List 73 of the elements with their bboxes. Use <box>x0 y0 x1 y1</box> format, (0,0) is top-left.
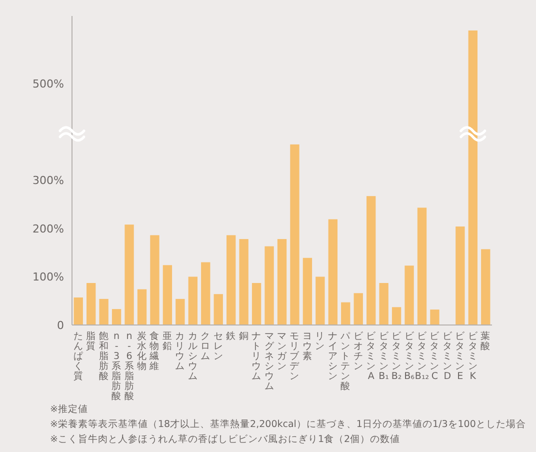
x-tick-label: たんぱく質 <box>73 331 84 382</box>
x-tick-label: ビタミンK <box>468 331 479 382</box>
x-tick-label: ビタミンD <box>442 331 454 382</box>
bar <box>290 144 300 325</box>
bar <box>176 298 185 325</box>
bar <box>99 298 108 325</box>
y-tick-label: 200% <box>32 222 64 236</box>
x-tick-label: クロム <box>200 331 211 362</box>
bar <box>277 239 287 325</box>
bar <box>481 249 490 325</box>
x-tick-label: 脂質 <box>86 330 96 352</box>
bar <box>112 309 122 325</box>
y-tick-label: 300% <box>32 174 64 188</box>
bar <box>239 239 248 325</box>
x-tick-label: ビタミンB₁ <box>378 331 390 382</box>
x-tick-label: n-6系脂肪酸 <box>124 331 134 402</box>
bar <box>74 297 83 325</box>
y-tick-label: 500% <box>32 78 64 91</box>
x-tick-label: n-3系脂肪酸 <box>112 331 122 402</box>
bar <box>214 294 223 325</box>
x-tick-label: ビタミンB₆ <box>404 331 416 382</box>
bar <box>188 276 198 325</box>
bar <box>456 226 465 325</box>
text: ※推定値 <box>50 403 88 415</box>
bar <box>404 266 414 325</box>
bar <box>366 196 376 325</box>
x-tick-label: 飽和脂肪酸 <box>98 331 109 382</box>
bar <box>124 224 134 325</box>
bar <box>162 265 172 325</box>
x-tick-label: ビタミンA <box>366 331 378 382</box>
x-tick-label: ビタミンB₂ <box>391 331 403 382</box>
x-tick-label: マグネシウム <box>264 331 276 392</box>
bar <box>468 30 478 325</box>
x-tick-label: 鉄 <box>226 330 236 342</box>
x-tick-label: リン <box>315 331 326 352</box>
x-tick-label: 炭水化物 <box>137 330 147 372</box>
bar <box>137 289 147 325</box>
x-tick-label: 銅 <box>238 331 249 342</box>
x-tick-label: ナトリウム <box>252 331 262 382</box>
x-tick-label: セレン <box>213 331 224 362</box>
x-tick-label: ナイアシン <box>328 331 338 382</box>
bar <box>417 208 427 325</box>
bar <box>341 302 350 325</box>
x-tick-label: パントテン酸 <box>340 331 352 392</box>
bar <box>328 219 338 325</box>
bar <box>302 258 312 325</box>
x-tick-label: ビオチン <box>353 331 364 372</box>
bar <box>354 293 363 325</box>
x-tick-label: モリブデン <box>290 331 301 382</box>
x-tick-label: マンガン <box>277 331 288 372</box>
x-tick-label: 亜鉛 <box>162 331 172 352</box>
x-tick-label: 葉酸 <box>480 330 491 352</box>
x-tick-label: ビタミンB₁₂ <box>414 331 430 382</box>
text: ※栄養素等表示基準値（18才以上、基準熱量2,200kcal）に基づき、1日分の基準値の1/3を100とした場合 <box>50 418 526 430</box>
bar <box>86 282 96 325</box>
text: ※こく旨牛肉と人参ほうれん草の香ばしビビンバ風おにぎり1食（2個）の数値 <box>50 433 400 445</box>
y-tick-label: 100% <box>32 270 64 284</box>
x-tick-label: ビタミンE <box>455 331 466 382</box>
bar <box>201 262 210 325</box>
bar <box>430 310 440 325</box>
bar <box>150 235 160 325</box>
x-tick-label: カルシウム <box>188 331 198 382</box>
x-tick-label: ヨウ素 <box>302 331 312 362</box>
bar <box>316 276 325 325</box>
bar <box>252 282 262 325</box>
x-tick-label: カリウム <box>175 331 186 372</box>
x-tick-label: ビタミンC <box>430 331 441 382</box>
bar <box>264 246 274 325</box>
bar <box>392 307 402 325</box>
bar <box>379 282 388 325</box>
x-tick-label: 食物繊維 <box>148 330 160 372</box>
y-tick-label: 0 <box>57 319 64 332</box>
bar <box>226 235 236 325</box>
